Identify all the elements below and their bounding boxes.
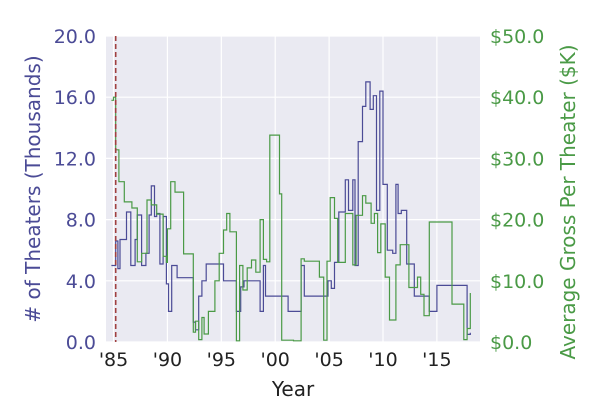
right-tick-label: $30.0 bbox=[490, 148, 544, 170]
x-tick-label: '10 bbox=[368, 349, 397, 371]
right-axis-ticks: $0.0 $10.0 $20.0 $30.0 $40.0 $50.0 bbox=[490, 26, 544, 354]
right-tick-label: $50.0 bbox=[490, 26, 544, 48]
grid bbox=[106, 35, 480, 343]
left-axis-label: # of Theaters (Thousands) bbox=[21, 55, 45, 322]
left-tick-label: 16.0 bbox=[54, 87, 96, 109]
series-layer bbox=[111, 81, 471, 342]
x-tick-label: '95 bbox=[207, 349, 236, 371]
x-tick-label: '85 bbox=[99, 349, 128, 371]
x-tick-label: '90 bbox=[153, 349, 182, 371]
x-axis-ticks: '85 '90 '95 '00 '05 '10 '15 bbox=[99, 349, 452, 371]
right-tick-label: $0.0 bbox=[490, 332, 532, 354]
right-tick-label: $20.0 bbox=[490, 210, 544, 232]
left-tick-label: 12.0 bbox=[54, 148, 96, 170]
left-tick-label: 4.0 bbox=[66, 271, 96, 293]
series-line-theaters bbox=[111, 81, 471, 335]
x-tick-label: '00 bbox=[261, 349, 290, 371]
x-tick-label: '05 bbox=[314, 349, 343, 371]
left-tick-label: 0.0 bbox=[66, 332, 96, 354]
x-axis-label: Year bbox=[271, 377, 315, 401]
left-tick-label: 20.0 bbox=[54, 26, 96, 48]
right-tick-label: $40.0 bbox=[490, 87, 544, 109]
right-tick-label: $10.0 bbox=[490, 271, 544, 293]
left-axis-ticks: 0.0 4.0 8.0 12.0 16.0 20.0 bbox=[54, 26, 96, 354]
left-tick-label: 8.0 bbox=[66, 210, 96, 232]
series-line-gross bbox=[111, 96, 471, 342]
x-tick-label: '15 bbox=[422, 349, 451, 371]
right-axis-label: Average Gross Per Theater ($K) bbox=[556, 44, 580, 359]
